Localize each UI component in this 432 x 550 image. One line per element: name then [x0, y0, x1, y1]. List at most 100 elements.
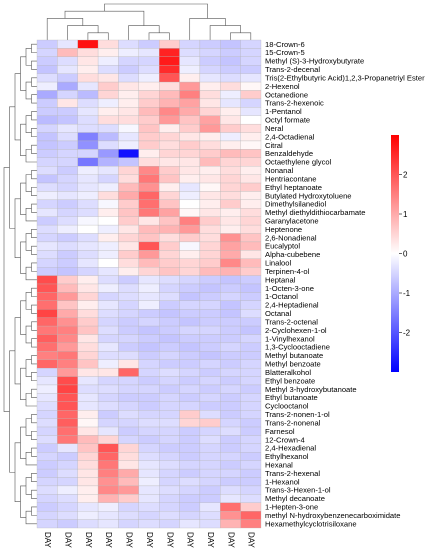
heatmap-cell — [118, 216, 139, 226]
heatmap-cell — [57, 334, 78, 344]
heatmap-cell — [220, 468, 241, 478]
heatmap-cell — [36, 511, 58, 520]
heatmap-cell — [199, 460, 221, 470]
heatmap-cell — [199, 73, 221, 83]
heatmap-cell — [36, 325, 58, 335]
heatmap-cell — [57, 359, 78, 369]
heatmap-cell — [97, 325, 119, 335]
row-label: Benzaldehyde — [265, 149, 313, 158]
heatmap-cell — [199, 166, 221, 175]
heatmap-cell — [159, 224, 180, 234]
heatmap-cell — [36, 477, 58, 487]
row-label: Farnesol — [265, 427, 295, 436]
heatmap-cell — [97, 241, 119, 251]
heatmap-cell — [97, 174, 119, 184]
heatmap-cell — [220, 132, 241, 142]
row-dendrogram-branch — [14, 73, 21, 141]
heatmap-cell — [57, 65, 78, 74]
row-dendrogram-branch — [20, 485, 26, 518]
heatmap-cell — [97, 107, 119, 116]
heatmap-cell — [220, 325, 241, 335]
heatmap-cell — [179, 317, 201, 327]
column-dendrogram-branch — [230, 32, 252, 40]
heatmap-cell — [118, 443, 139, 453]
heatmap-cell — [97, 208, 119, 217]
heatmap-cell — [77, 208, 99, 217]
row-dendrogram-branch — [20, 123, 26, 156]
heatmap-cell — [77, 317, 99, 327]
heatmap-cell — [159, 250, 180, 259]
heatmap-cell — [220, 367, 241, 377]
heatmap-cell — [77, 393, 99, 402]
heatmap-cell — [97, 250, 119, 259]
column-label: DAY 15 — [145, 532, 154, 550]
row-dendrogram-branch — [31, 170, 37, 180]
heatmap-cell — [240, 511, 262, 520]
heatmap-cell — [220, 115, 241, 125]
heatmap-cell — [77, 149, 99, 158]
heatmap-cell — [159, 166, 180, 175]
row-dendrogram-branch — [25, 325, 32, 344]
row-label: Heptanal — [265, 275, 296, 284]
heatmap-cell — [240, 224, 262, 234]
row-dendrogram-branch — [25, 81, 32, 100]
heatmap-cell — [220, 182, 241, 192]
heatmap-cell — [77, 485, 99, 495]
heatmap-cell — [138, 65, 160, 74]
heatmap-cell — [118, 317, 139, 327]
heatmap-cell — [77, 224, 99, 234]
heatmap-cell — [138, 258, 160, 268]
heatmap-cell — [118, 334, 139, 344]
row-label: Methyl decanoate — [265, 494, 325, 503]
heatmap-cell — [57, 233, 78, 243]
heatmap-cell — [36, 309, 58, 318]
heatmap-cell — [220, 435, 241, 445]
heatmap-cell — [199, 376, 221, 386]
heatmap-cell — [179, 48, 201, 57]
heatmap-cell — [138, 107, 160, 116]
heatmap-cell — [77, 410, 99, 419]
heatmap-cell — [179, 435, 201, 445]
row-label: Trans-2-nonenal — [265, 418, 321, 427]
heatmap-cell — [57, 443, 78, 453]
row-dendrogram-branch — [31, 186, 37, 196]
heatmap-cell — [77, 123, 99, 133]
heatmap-cell — [36, 56, 58, 66]
row-label: Linalool — [265, 259, 291, 268]
heatmap-cell — [36, 376, 58, 386]
heatmap-cell — [199, 393, 221, 402]
heatmap-cell — [240, 502, 262, 512]
heatmap-cell — [159, 502, 180, 512]
heatmap-cell — [159, 182, 180, 192]
heatmap-cell — [159, 435, 180, 445]
heatmap-cell — [179, 325, 201, 335]
heatmap-cell — [138, 233, 160, 243]
heatmap-cell — [97, 48, 119, 57]
heatmap-cell — [179, 65, 201, 74]
row-label: Ethyl heptanoate — [265, 183, 322, 192]
heatmap-cell — [57, 502, 78, 512]
heatmap-cell — [199, 309, 221, 318]
heatmap-cell — [118, 199, 139, 209]
heatmap-cell — [118, 98, 139, 108]
heatmap-cell — [179, 132, 201, 142]
heatmap-cell — [199, 325, 221, 335]
heatmap-cell — [220, 157, 241, 167]
heatmap-cell — [159, 418, 180, 428]
heatmap-cell — [97, 477, 119, 487]
heatmap-cell — [57, 376, 78, 386]
heatmap-cell — [179, 267, 201, 276]
heatmap-cell — [118, 241, 139, 251]
heatmap-cell — [199, 48, 221, 57]
heatmap-cell — [57, 157, 78, 167]
heatmap-cell — [220, 342, 241, 352]
heatmap-cell — [138, 275, 160, 285]
heatmap-cell — [36, 342, 58, 352]
heatmap-cell — [36, 267, 58, 276]
heatmap-cell — [199, 511, 221, 520]
heatmap-cell — [97, 401, 119, 411]
heatmap-cell — [138, 367, 160, 377]
row-dendrogram-branch — [25, 418, 32, 436]
column-label: DAY 24 — [84, 532, 93, 550]
heatmap-cell — [240, 460, 262, 470]
